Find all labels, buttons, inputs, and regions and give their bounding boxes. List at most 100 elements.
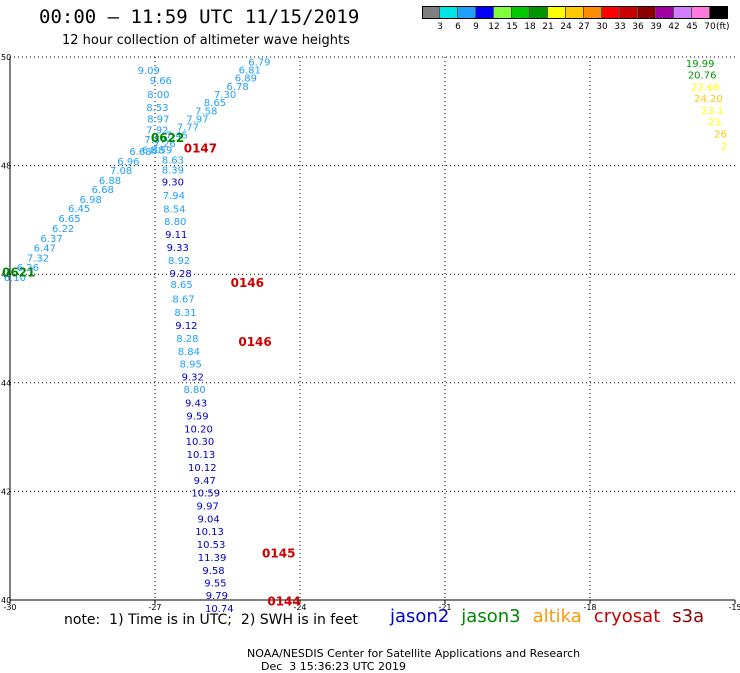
legend-color-swatch: [656, 6, 674, 19]
wave-height-point: 9.11: [165, 230, 187, 241]
legend-color-swatch: [494, 6, 512, 19]
wave-height-point: 8.28: [176, 334, 198, 345]
wave-height-labels: 9.099.668.008.538.977.927.576.888.598.63…: [4, 57, 728, 615]
wave-height-point: 8.65: [204, 98, 226, 109]
wave-height-point: 6.79: [248, 57, 270, 68]
legend-color-swatch: [440, 6, 458, 19]
y-tick-label: 44: [1, 379, 11, 388]
wave-height-point: 10.53: [197, 540, 226, 551]
wave-height-point: 9.30: [162, 177, 184, 188]
wave-height-point: 8.84: [178, 347, 200, 358]
wave-height-point: 7.45: [166, 131, 188, 142]
legend-value-label: 39: [650, 22, 662, 32]
wave-height-point: 8.63: [162, 156, 184, 167]
wave-height-point: 10.13: [187, 450, 216, 461]
wave-height-point: 19.99: [686, 59, 715, 70]
wave-height-point: 7.97: [186, 114, 208, 125]
wave-height-point: 8.59: [150, 145, 172, 156]
wave-height-point: 22.66: [691, 82, 720, 93]
legend-value-label: 21: [542, 22, 554, 32]
satellite-legend-item: s3a: [672, 606, 705, 627]
x-tick-label: -18: [583, 603, 596, 612]
credit-text: NOAA/NESDIS Center for Satellite Applica…: [247, 647, 581, 660]
legend-frame: [422, 6, 728, 19]
wave-height-point: 6.22: [52, 224, 74, 235]
wave-height-point: 9.97: [197, 502, 219, 513]
wave-height-point: 6.68: [92, 185, 114, 196]
x-tick-label: -21: [438, 603, 451, 612]
wave-height-point: 6.65: [58, 214, 80, 225]
wave-height-point: 9.28: [169, 269, 191, 280]
wave-height-point: 10.30: [186, 437, 215, 448]
x-tick-label: -15: [728, 603, 740, 612]
wave-height-point: 8.95: [180, 359, 202, 370]
wave-height-point: 9.79: [206, 591, 228, 602]
legend-color-swatch: [620, 6, 638, 19]
wave-height-point: 9.09: [138, 66, 160, 77]
wave-height-point: 8.39: [162, 165, 184, 176]
wave-height-point: 23.1: [701, 106, 723, 117]
legend-color-swatch: [548, 6, 566, 19]
wave-height-point: 8.92: [168, 256, 190, 267]
wave-height-point: 7.92: [146, 125, 168, 136]
wave-height-point: 8.31: [174, 308, 196, 319]
legend-value-label: 18: [524, 22, 536, 32]
altimeter-chart: -30 -27 -24 -21 -18 -15 40 42 44 46 48 50 9.099.66 8…: [1, 53, 740, 615]
wave-height-point: 8.67: [172, 295, 194, 306]
satellite-legend-item: jason2: [390, 606, 450, 627]
wave-height-point: 9.47: [194, 476, 216, 487]
legend-color-swatch: [584, 6, 602, 19]
wave-height-point: 9.43: [185, 398, 207, 409]
legend-value-label: 45: [686, 22, 698, 32]
y-tick-label: 40: [1, 596, 11, 605]
legend-value-label: 42: [668, 22, 680, 32]
wave-height-point: 7.08: [110, 166, 132, 177]
wave-height-point: 8.54: [163, 205, 185, 216]
legend-color-swatch: [566, 6, 584, 19]
wave-height-point: 24.20: [694, 94, 723, 105]
time-label: 0622: [151, 131, 184, 145]
legend-value-label: 27: [578, 22, 590, 32]
satellite-legend: jason2 jason3 altika cryosat s3a: [390, 606, 716, 627]
satellite-legend-item: jason3: [461, 606, 521, 627]
legend-value-label: 70: [704, 22, 716, 32]
wave-height-point: 8.80: [184, 385, 206, 396]
time-label: 0146: [231, 276, 264, 290]
wave-height-point: 9.12: [175, 321, 197, 332]
wave-height-point: 6.45: [68, 204, 90, 215]
chart-subtitle: 12 hour collection of altimeter wave hei…: [62, 33, 350, 48]
axes: -30 -27 -24 -21 -18 -15 40 42 44 46 48 50: [1, 53, 740, 612]
legend-color-swatch: [512, 6, 530, 19]
legend-value-label: 15: [506, 22, 518, 32]
time-label: 0621: [2, 266, 35, 280]
wave-height-point: 9.66: [150, 76, 172, 87]
wave-height-point: 10.59: [191, 489, 220, 500]
wave-height-point: 9.59: [186, 411, 208, 422]
wave-height-point: 6.47: [34, 244, 56, 255]
legend-color-swatch: [674, 6, 692, 19]
wave-height-point: 8.00: [147, 90, 169, 101]
legend-value-label: 24: [560, 22, 572, 32]
wave-height-point: 6.98: [80, 195, 102, 206]
satellite-legend-item: cryosat: [593, 606, 661, 627]
satellite-legend-item: altika: [532, 606, 582, 627]
wave-height-point: 6.89: [235, 74, 257, 85]
legend-color-swatch: [476, 6, 494, 19]
wave-height-point: 20.76: [688, 70, 717, 81]
wave-height-point: 11.39: [198, 553, 227, 564]
legend-color-swatch: [458, 6, 476, 19]
legend-value-label: 12: [488, 22, 500, 32]
y-tick-label: 50: [1, 53, 11, 62]
wave-height-point: 7.57: [144, 135, 166, 146]
legend-value-label: 36: [632, 22, 644, 32]
wave-height-point: 6.81: [239, 66, 261, 77]
plot-frame: -30 -27 -24 -21 -18 -15 40 42 44 46 48 50: [1, 53, 740, 612]
wave-height-point: 7.32: [27, 253, 49, 264]
legend-value-label: 3: [437, 22, 443, 32]
y-tick-label: 42: [1, 487, 11, 496]
wave-height-point: 10.12: [188, 463, 217, 474]
time-label: 0145: [262, 546, 295, 560]
legend-color-swatch: [602, 6, 620, 19]
wave-height-point: 8.80: [164, 217, 186, 228]
wave-height-point: 9.55: [204, 579, 226, 590]
